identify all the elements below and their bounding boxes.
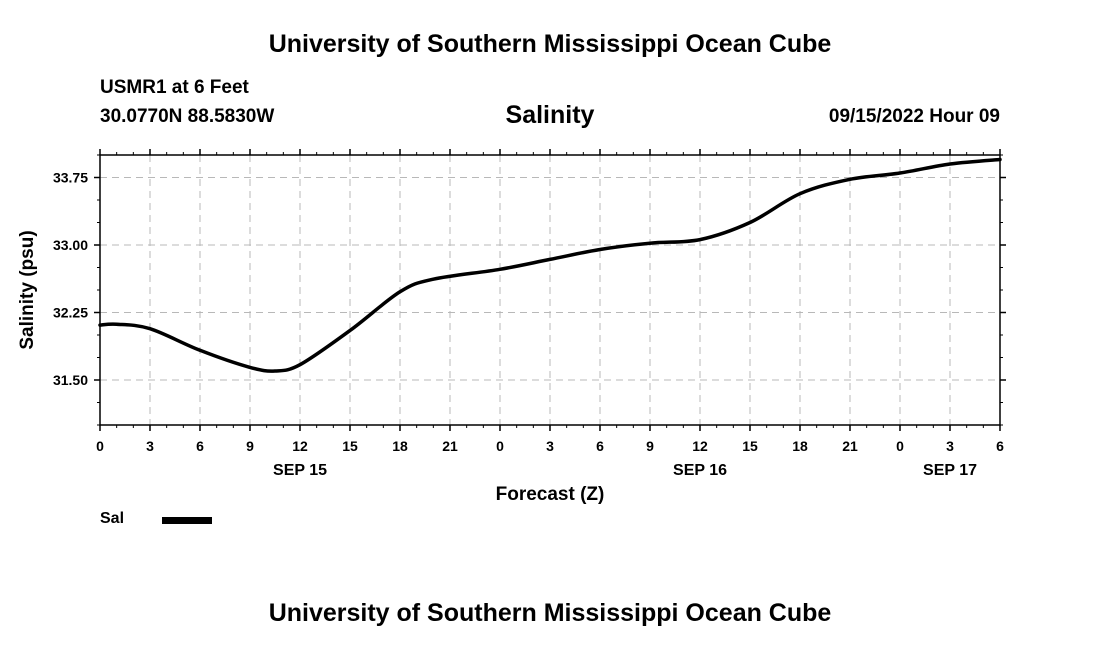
x-tick-label: 21: [842, 438, 858, 454]
x-date-label: SEP 17: [923, 462, 977, 479]
chart-title: Salinity: [505, 101, 595, 129]
page-title: University of Southern Mississippi Ocean…: [268, 30, 832, 58]
x-tick-label: 3: [146, 438, 154, 454]
x-date-label: SEP 16: [673, 462, 727, 479]
x-tick-label: 6: [996, 438, 1004, 454]
legend-swatch: [162, 517, 212, 524]
salinity-line: [98, 157, 1002, 373]
x-tick-label: 3: [946, 438, 954, 454]
y-tick-label: 32.25: [53, 305, 88, 321]
x-tick-label: 6: [196, 438, 204, 454]
x-tick-label: 15: [742, 438, 758, 454]
x-tick-label: 0: [496, 438, 504, 454]
x-tick-label: 9: [646, 438, 654, 454]
x-tick-label: 12: [292, 438, 308, 454]
x-tick-label: 9: [246, 438, 254, 454]
y-axis-title: Salinity (psu): [17, 230, 38, 349]
y-tick-label: 33.00: [53, 237, 88, 253]
grid: [100, 155, 1000, 425]
forecast-datetime: 09/15/2022 Hour 09: [828, 106, 1000, 127]
legend-label: Sal: [100, 510, 125, 527]
y-tick-label: 33.75: [53, 170, 88, 186]
footer-title: University of Southern Mississippi Ocean…: [268, 599, 832, 627]
station-name: USMR1 at 6 Feet: [100, 77, 249, 98]
x-tick-label: 15: [342, 438, 358, 454]
station-coordinates: 30.0770N 88.5830W: [100, 106, 275, 127]
x-tick-label: 18: [392, 438, 408, 454]
x-tick-label: 6: [596, 438, 604, 454]
x-tick-label: 0: [896, 438, 904, 454]
x-tick-label: 0: [96, 438, 104, 454]
y-tick-label: 31.50: [53, 372, 88, 388]
series-layer: [98, 157, 1002, 373]
x-tick-label: 21: [442, 438, 458, 454]
x-date-label: SEP 15: [273, 462, 327, 479]
axis-labels: 0 3 6 9 12 15 18 21 0 3 6 9 12 15 18 21 0 3 6 31.50 32.25 33.…: [17, 170, 1004, 506]
x-axis-title: Forecast (Z): [496, 484, 605, 505]
x-tick-label: 12: [692, 438, 708, 454]
x-tick-label: 3: [546, 438, 554, 454]
x-tick-label: 18: [792, 438, 808, 454]
ticks: [94, 149, 1006, 431]
